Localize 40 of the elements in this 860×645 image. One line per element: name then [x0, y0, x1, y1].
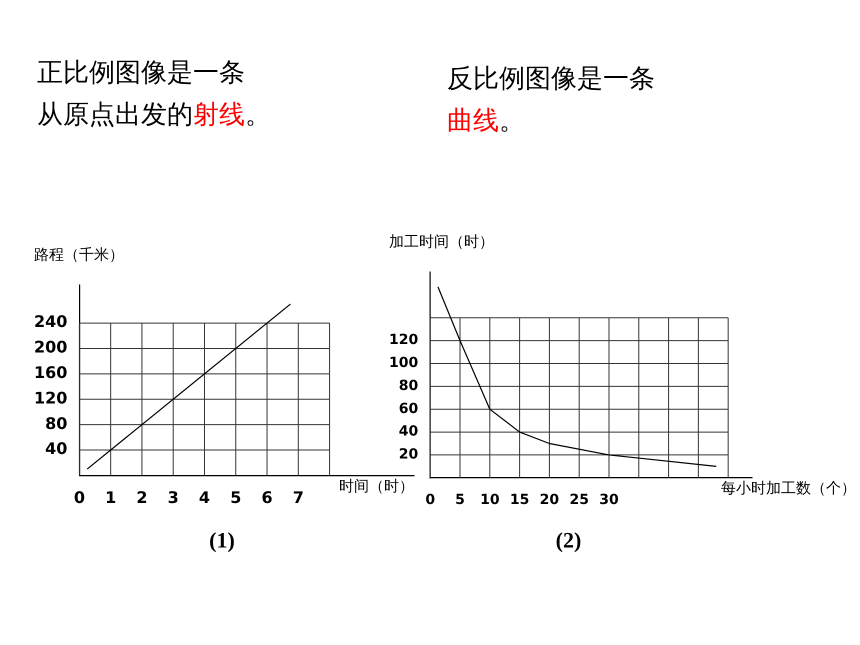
x-tick-label: 5 — [455, 492, 465, 508]
x-tick-label: 4 — [198, 488, 210, 508]
x-tick-label: 5 — [230, 488, 242, 508]
x-tick-label: 30 — [599, 492, 619, 508]
y-tick-label: 120 — [34, 388, 68, 408]
y-tick-label: 80 — [45, 414, 68, 433]
x-tick-label: 20 — [540, 492, 560, 508]
x-tick-label: 2 — [136, 488, 148, 508]
x-tick-label: 15 — [510, 492, 530, 508]
y-tick-label: 80 — [398, 378, 418, 394]
text: 。 — [245, 100, 271, 130]
chart-subtitle: 反比例图像是一条 — [447, 63, 655, 96]
y-tick-label: 20 — [398, 446, 418, 463]
y-tick-label: 100 — [388, 355, 418, 372]
text: (2) — [556, 527, 582, 552]
x-tick-label: 25 — [569, 492, 589, 508]
text: 从原点出发的 — [37, 100, 193, 130]
x-tick-label: 3 — [168, 488, 179, 508]
chart-subtitle: 正比例图像是一条 — [37, 57, 246, 90]
text: 射线 — [193, 100, 245, 130]
y-tick-label: 40 — [398, 424, 418, 440]
text: 。 — [499, 106, 525, 136]
y-axis-title: 路程（千米） — [34, 245, 124, 264]
x-axis-title: 时间（时） — [339, 476, 414, 495]
y-tick-label: 60 — [398, 400, 418, 417]
x-tick-label: 0 — [74, 488, 85, 508]
x-axis-title: 每小时加工数（个） — [721, 479, 856, 498]
y-axis-title: 加工时间（时） — [389, 232, 494, 250]
x-tick-label: 7 — [292, 488, 304, 508]
x-tick-label: 1 — [105, 488, 116, 508]
text: 曲线 — [447, 106, 499, 136]
x-tick-label: 10 — [480, 492, 500, 508]
y-tick-label: 160 — [34, 363, 68, 382]
y-tick-label: 240 — [34, 312, 68, 332]
y-tick-label: 200 — [34, 338, 68, 357]
text: (1) — [209, 527, 235, 552]
y-tick-label: 40 — [45, 439, 68, 458]
x-tick-label: 0 — [425, 492, 436, 508]
y-tick-label: 120 — [388, 332, 418, 348]
x-tick-label: 6 — [261, 488, 273, 508]
